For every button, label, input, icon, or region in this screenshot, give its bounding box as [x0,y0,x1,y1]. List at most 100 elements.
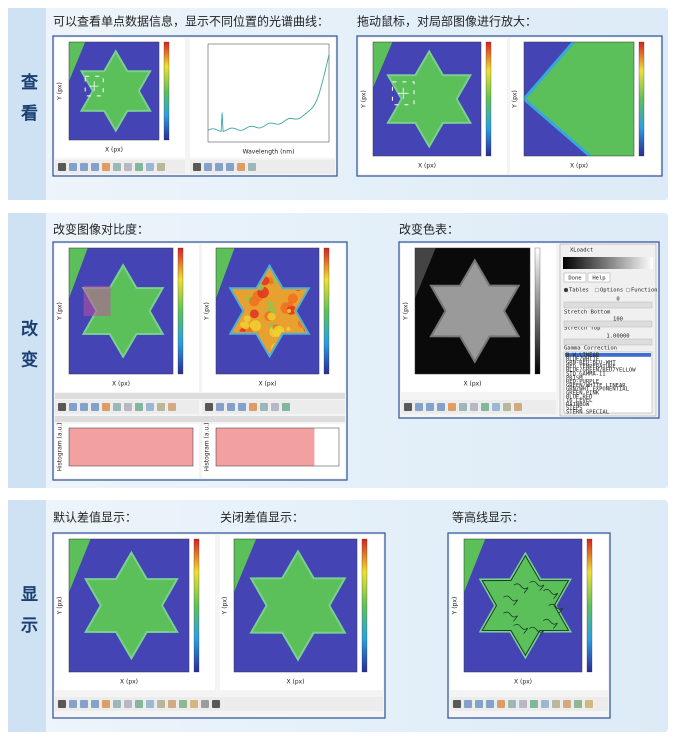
caption: 改变图像对比度： [53,222,149,237]
colorbar [534,247,541,375]
star [83,550,179,661]
table-item[interactable]: BLUE/GREEN/RED/YELLOW [566,368,636,374]
radio-label: Options [600,288,623,294]
table-item[interactable]: GRN-RED-BLU-WHT [566,360,616,366]
toolbar-icon [69,163,77,171]
y-axis-label: Histogram (a.u.) [57,422,64,471]
slider-value: 1.00000 [606,334,629,340]
table-item[interactable]: GRN/WHT EXPONENTIAL [566,387,630,393]
contour [548,603,564,614]
button-label: Help [592,276,605,282]
slider-value: 0 [616,297,619,303]
table-item[interactable]: B-W LINEAR [566,353,600,359]
table-item[interactable]: BLUE/WHITE [566,356,599,362]
x-axis-label: X (px) [514,679,532,686]
toolbar-icon [552,700,560,708]
slider[interactable] [563,338,653,346]
section-label: 改变 [17,318,38,381]
toolbar-icon [179,700,187,708]
table-item[interactable]: GREEN-PINK [566,391,600,397]
toolbar-icon [453,700,461,708]
table-item[interactable]: STEPS [566,406,583,412]
contour [503,595,518,606]
radio[interactable] [563,287,569,293]
histogram-fill [69,428,193,466]
region [524,42,634,156]
toolbar-icon [80,163,88,171]
x-axis-label: X (px) [120,679,138,686]
slider[interactable] [563,301,653,309]
star [386,49,473,149]
toolbar-icon [216,403,224,411]
histogram-fill [216,428,315,466]
toolbar-icon [212,700,220,708]
toolbar-icon [69,403,77,411]
radio[interactable] [594,287,600,293]
toolbar-icon [157,403,165,411]
info-bar [55,393,345,399]
table-item[interactable]: PRISM [566,375,583,381]
button[interactable] [563,272,587,283]
corner [464,539,486,593]
colorbar [638,41,645,157]
image-border [68,538,190,673]
toolbar-icon [80,700,88,708]
contour [543,589,558,600]
image-border [372,41,482,157]
heatmap [373,42,481,156]
table-item[interactable]: STD GAMMA-II [566,372,606,378]
table-item[interactable]: RED-PURPLE [566,379,599,385]
table-item[interactable]: RAINBOW [566,402,590,408]
image [524,42,634,156]
image-border [68,247,174,375]
toolbar-icon [215,163,223,171]
slider-label: Stretch Bottom [564,310,611,316]
hot-spot [286,326,291,332]
corner [69,42,86,82]
toolbar-icon [271,403,279,411]
toolbar [401,400,556,414]
slider[interactable] [563,320,653,328]
toolbar-icon [260,403,268,411]
plot-bg [190,38,335,158]
toolbar-icon [530,700,538,708]
table-item[interactable]: BLUE-RED [566,394,593,400]
toolbar-icon [91,163,99,171]
colorbar [485,41,492,157]
heatmap [464,539,582,672]
table-item[interactable]: GREEN/WHITE LINEAR [566,383,626,389]
heatmap [415,248,530,374]
toolbar-icon [448,403,456,411]
toolbar-icon [146,403,154,411]
toolbar-icon [486,700,494,708]
hot-spot [249,295,260,307]
image [69,248,173,374]
toolbar-icon [459,403,467,411]
image [69,42,159,140]
colorbar [193,538,200,673]
slider-label: Gamma Correction [564,346,617,352]
hot-spot [241,321,250,330]
x-axis-label: Wavelength (nm) [243,149,295,156]
radio[interactable] [625,287,631,293]
button[interactable] [587,272,611,283]
corner [69,248,88,299]
toolbar-icon [157,163,165,171]
toolbar-icon [190,700,198,708]
toolbar-icon [282,403,290,411]
table-item[interactable]: STERN SPECIAL [566,410,610,416]
toolbar-icon [481,403,489,411]
image-border [463,538,583,673]
toolbar-icon [91,700,99,708]
toolbar-icon [470,403,478,411]
heatmap [69,539,189,672]
table-item[interactable]: RED TEMPERATURE [566,364,616,370]
plot-border [215,427,340,467]
toolbar-icon [227,403,235,411]
hot-spot [267,312,276,321]
image [464,539,582,672]
toolbar-icon [102,403,110,411]
table-item[interactable]: 16 LEVEL [566,398,593,404]
section-tab [8,500,46,732]
